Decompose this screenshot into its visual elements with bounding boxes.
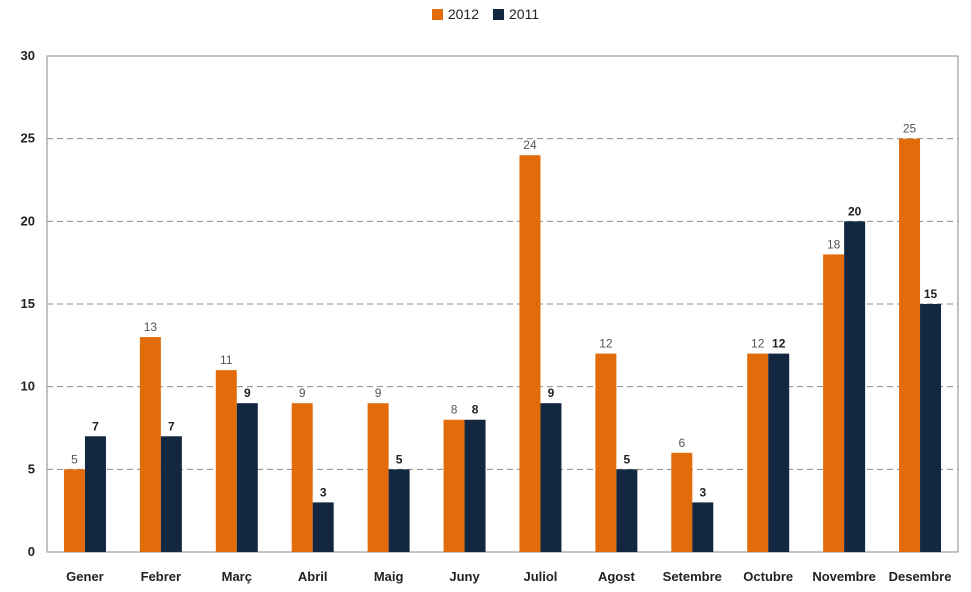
legend-item-2011: 2011	[493, 6, 539, 22]
bar-2012-Setembre	[671, 452, 693, 552]
data-label-2012-Gener: 5	[71, 452, 78, 466]
y-tick-label-30: 30	[21, 48, 35, 63]
x-tick-label-Abril: Abril	[298, 569, 328, 584]
data-label-2012-Juny: 8	[451, 403, 458, 417]
bar-2011-Febrer	[160, 436, 182, 552]
data-label-2011-Març: 9	[244, 386, 251, 400]
data-label-2011-Maig: 5	[396, 452, 403, 466]
data-label-2011-Febrer: 7	[168, 419, 175, 433]
x-tick-label-Juny: Juny	[449, 569, 480, 584]
bar-2011-Juny	[464, 419, 486, 552]
bar-2011-Novembre	[844, 221, 866, 553]
bar-2011-Agost	[616, 469, 638, 552]
bar-2012-Febrer	[139, 337, 161, 552]
bar-2011-Juliol	[540, 403, 562, 552]
bar-2011-Octubre	[768, 353, 790, 552]
data-label-2012-Desembre: 25	[903, 122, 917, 136]
data-label-2012-Febrer: 13	[144, 320, 158, 334]
x-tick-label-Octubre: Octubre	[743, 569, 793, 584]
x-tick-label-Juliol: Juliol	[523, 569, 557, 584]
x-tick-label-Setembre: Setembre	[663, 569, 722, 584]
bar-2011-Gener	[84, 436, 106, 552]
bar-2012-Abril	[291, 403, 313, 552]
x-tick-label-Febrer: Febrer	[141, 569, 181, 584]
data-label-2011-Juny: 8	[472, 403, 479, 417]
y-tick-label-25: 25	[21, 131, 35, 146]
legend-item-2012: 2012	[431, 6, 480, 22]
data-label-2012-Juliol: 24	[523, 138, 537, 152]
data-label-2011-Novembre: 20	[848, 204, 862, 218]
y-tick-label-20: 20	[21, 213, 35, 228]
bar-2011-Setembre	[692, 502, 714, 552]
data-label-2011-Octubre: 12	[772, 337, 786, 351]
x-tick-label-Desembre: Desembre	[889, 569, 952, 584]
data-label-2011-Gener: 7	[92, 419, 99, 433]
data-label-2011-Juliol: 9	[548, 386, 555, 400]
data-label-2012-Març: 11	[220, 353, 233, 367]
x-tick-label-Gener: Gener	[66, 569, 104, 584]
data-label-2011-Agost: 5	[624, 452, 631, 466]
x-tick-label-Març: Març	[222, 569, 252, 584]
data-label-2012-Novembre: 18	[827, 237, 841, 251]
bar-2012-Octubre	[747, 353, 769, 552]
data-label-2011-Abril: 3	[320, 485, 327, 499]
bar-2011-Març	[236, 403, 258, 552]
bar-2012-Juliol	[519, 155, 541, 552]
bar-2012-Març	[215, 370, 237, 552]
data-label-2012-Maig: 9	[375, 386, 382, 400]
data-label-2012-Setembre: 6	[678, 436, 685, 450]
x-tick-label-Maig: Maig	[374, 569, 404, 584]
bar-2012-Agost	[595, 353, 617, 552]
bar-2012-Juny	[443, 419, 465, 552]
legend-swatch-2012	[431, 8, 443, 20]
legend-label-2012: 2012	[447, 6, 480, 22]
bar-2012-Novembre	[823, 254, 845, 552]
x-tick-label-Agost: Agost	[598, 569, 636, 584]
data-label-2011-Setembre: 3	[699, 485, 706, 499]
y-tick-label-5: 5	[28, 461, 35, 476]
y-tick-label-10: 10	[21, 379, 35, 394]
data-label-2012-Abril: 9	[299, 386, 306, 400]
bar-2011-Desembre	[920, 304, 942, 552]
legend-label-2011: 2011	[509, 6, 540, 22]
plot-area-frame	[46, 55, 959, 553]
bar-2011-Maig	[388, 469, 410, 552]
bar-2012-Desembre	[899, 138, 921, 552]
data-label-2012-Octubre: 12	[751, 337, 765, 351]
y-tick-label-15: 15	[21, 296, 35, 311]
data-label-2011-Desembre: 15	[924, 287, 938, 301]
legend-swatch-2011	[493, 8, 505, 20]
bar-2011-Abril	[312, 502, 334, 552]
legend: 2012 2011	[0, 6, 971, 22]
y-tick-label-0: 0	[28, 544, 35, 559]
x-tick-label-Novembre: Novembre	[812, 569, 876, 584]
bar-2012-Gener	[63, 469, 85, 552]
data-label-2012-Agost: 12	[599, 337, 613, 351]
bar-2012-Maig	[367, 403, 389, 552]
